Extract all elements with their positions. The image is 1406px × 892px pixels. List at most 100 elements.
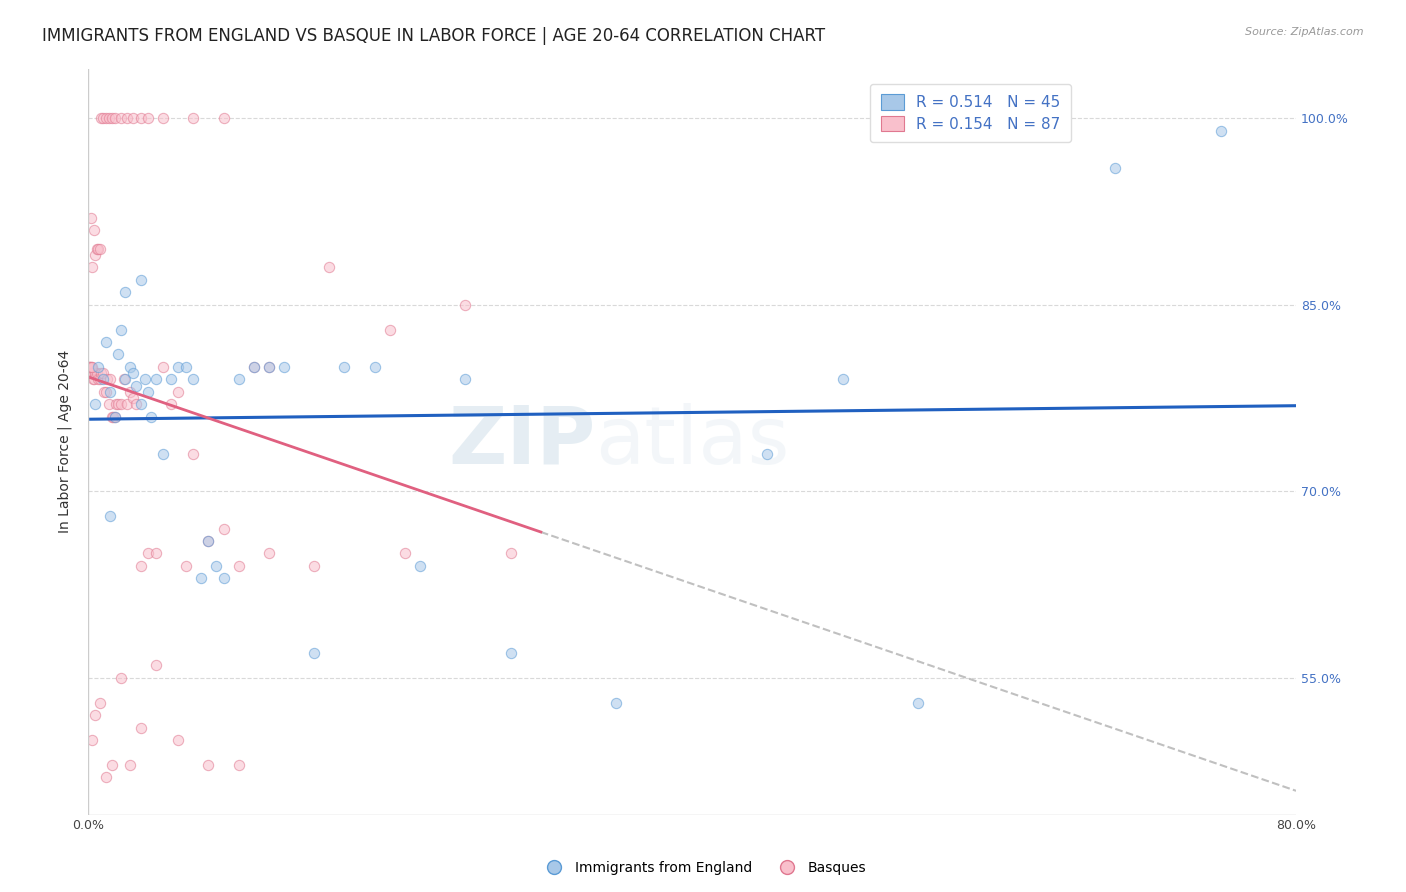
Point	[756, 447, 779, 461]
Point	[79, 359, 101, 374]
Point	[152, 359, 174, 374]
Point	[190, 571, 212, 585]
Point	[183, 112, 205, 126]
Point	[79, 366, 101, 380]
Text: ZIP: ZIP	[449, 402, 595, 481]
Text: IMMIGRANTS FROM ENGLAND VS BASQUE IN LABOR FORCE | AGE 20-64 CORRELATION CHART: IMMIGRANTS FROM ENGLAND VS BASQUE IN LAB…	[42, 27, 825, 45]
Point	[302, 558, 325, 573]
Point	[454, 298, 477, 312]
Point	[129, 273, 152, 287]
Point	[97, 397, 120, 411]
Point	[257, 359, 280, 374]
Point	[89, 372, 111, 386]
Point	[228, 558, 250, 573]
Point	[90, 112, 112, 126]
Point	[197, 534, 219, 549]
Point	[136, 384, 159, 399]
Point	[114, 372, 136, 386]
Point	[82, 260, 104, 275]
Point	[122, 112, 145, 126]
Point	[77, 359, 100, 374]
Legend: R = 0.514   N = 45, R = 0.154   N = 87: R = 0.514 N = 45, R = 0.154 N = 87	[870, 84, 1071, 143]
Point	[93, 384, 115, 399]
Point	[94, 770, 117, 784]
Point	[129, 112, 152, 126]
Point	[87, 372, 110, 386]
Point	[94, 384, 117, 399]
Point	[118, 359, 141, 374]
Point	[378, 323, 401, 337]
Point	[183, 447, 205, 461]
Point	[183, 372, 205, 386]
Point	[145, 372, 167, 386]
Point	[82, 372, 104, 386]
Point	[97, 112, 120, 126]
Point	[145, 546, 167, 560]
Point	[87, 242, 110, 256]
Point	[257, 359, 280, 374]
Point	[118, 384, 141, 399]
Point	[91, 372, 114, 386]
Point	[82, 733, 104, 747]
Point	[82, 366, 104, 380]
Point	[197, 534, 219, 549]
Point	[79, 359, 101, 374]
Point	[409, 558, 432, 573]
Legend: Immigrants from England, Basques: Immigrants from England, Basques	[534, 855, 872, 880]
Point	[273, 359, 295, 374]
Point	[101, 112, 124, 126]
Point	[212, 112, 235, 126]
Point	[333, 359, 356, 374]
Point	[103, 409, 125, 424]
Point	[136, 112, 159, 126]
Point	[1209, 124, 1232, 138]
Point	[96, 372, 118, 386]
Point	[104, 112, 127, 126]
Point	[84, 708, 107, 723]
Text: atlas: atlas	[595, 402, 790, 481]
Point	[145, 658, 167, 673]
Point	[129, 558, 152, 573]
Point	[79, 211, 101, 225]
Point	[77, 359, 100, 374]
Point	[118, 757, 141, 772]
Point	[129, 721, 152, 735]
Point	[129, 397, 152, 411]
Point	[605, 696, 627, 710]
Point	[89, 242, 111, 256]
Point	[107, 347, 129, 361]
Point	[122, 391, 145, 405]
Point	[114, 285, 136, 300]
Point	[94, 112, 117, 126]
Point	[159, 372, 181, 386]
Point	[77, 366, 100, 380]
Point	[152, 447, 174, 461]
Point	[83, 372, 105, 386]
Point	[136, 546, 159, 560]
Point	[167, 384, 190, 399]
Point	[91, 366, 114, 380]
Point	[98, 509, 121, 524]
Text: Source: ZipAtlas.com: Source: ZipAtlas.com	[1246, 27, 1364, 37]
Point	[112, 372, 135, 386]
Point	[86, 366, 108, 380]
Point	[86, 242, 108, 256]
Point	[115, 397, 138, 411]
Point	[167, 733, 190, 747]
Point	[98, 384, 121, 399]
Point	[101, 409, 124, 424]
Point	[454, 372, 477, 386]
Point	[104, 409, 127, 424]
Point	[115, 112, 138, 126]
Point	[243, 359, 266, 374]
Point	[110, 671, 132, 685]
Point	[134, 372, 156, 386]
Point	[257, 546, 280, 560]
Point	[174, 359, 197, 374]
Point	[94, 334, 117, 349]
Point	[174, 558, 197, 573]
Point	[122, 366, 145, 380]
Point	[302, 646, 325, 660]
Point	[318, 260, 340, 275]
Point	[84, 397, 107, 411]
